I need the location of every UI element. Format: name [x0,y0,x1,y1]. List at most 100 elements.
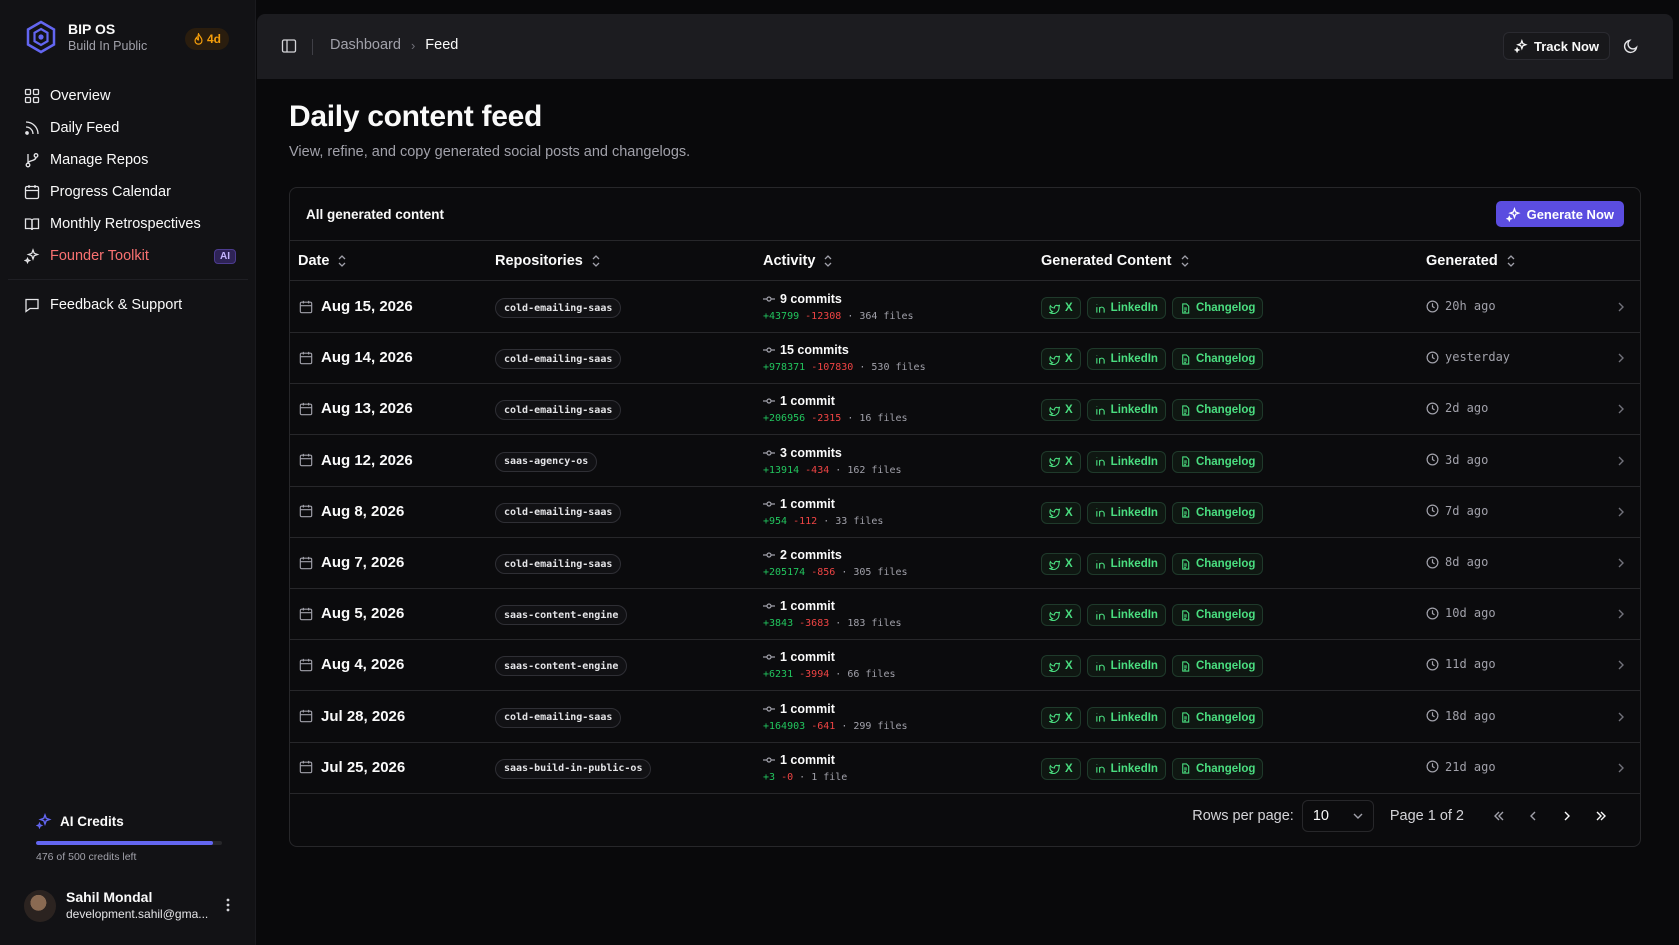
column-label: Generated Content [1041,253,1172,269]
breadcrumb-dashboard[interactable]: Dashboard [330,37,401,53]
column-header-date[interactable]: Date [298,253,347,269]
chevron-right-icon[interactable] [1616,403,1626,415]
last-page-button[interactable] [1584,800,1618,832]
date-text: Aug 15, 2026 [321,298,413,315]
sidebar-item-label: Founder Toolkit [50,248,149,264]
clock-icon [1426,556,1439,568]
generate-now-button[interactable]: Generate Now [1495,201,1624,227]
linkedin-pill[interactable]: LinkedIn [1086,501,1166,524]
linkedin-pill[interactable]: LinkedIn [1086,757,1166,780]
changelog-pill[interactable]: Changelog [1171,501,1264,524]
sidebar-item-founder-toolkit[interactable]: Founder Toolkit AI [16,240,244,272]
x-post-pill[interactable]: X [1041,604,1081,627]
linkedin-pill[interactable]: LinkedIn [1086,706,1166,729]
linkedin-pill[interactable]: LinkedIn [1086,655,1166,678]
repo-badge[interactable]: cold-emailing-saas [495,400,622,421]
repo-badge[interactable]: saas-content-engine [495,605,628,626]
first-page-button[interactable] [1482,800,1516,832]
lines-removed: -107830 [811,362,854,374]
table-row[interactable]: Aug 13, 2026 cold-emailing-saas 1 commit… [290,384,1640,436]
lines-removed: -0 [781,771,794,783]
repo-badge[interactable]: cold-emailing-saas [495,502,622,523]
x-post-pill[interactable]: X [1041,450,1081,473]
date-text: Aug 12, 2026 [321,451,413,469]
linkedin-pill[interactable]: LinkedIn [1086,348,1166,371]
user-profile[interactable]: Sahil Mondal development.sahil@gma... [24,889,236,922]
sort-icon [824,255,832,267]
sidebar-item-daily-feed[interactable]: Daily Feed [16,112,244,144]
moon-icon[interactable] [1623,38,1639,54]
x-post-pill[interactable]: X [1041,501,1081,524]
chevron-right-icon[interactable] [1616,711,1626,723]
table-row[interactable]: Jul 25, 2026 saas-build-in-public-os 1 c… [290,743,1640,794]
x-post-pill[interactable]: X [1041,348,1081,371]
linkedin-pill[interactable]: LinkedIn [1086,604,1166,627]
column-header-activity[interactable]: Activity [763,253,833,269]
changelog-pill[interactable]: Changelog [1171,297,1264,319]
changelog-pill[interactable]: Changelog [1171,604,1264,627]
breadcrumb: Dashboard › Feed [330,37,458,53]
x-post-pill[interactable]: X [1041,757,1081,780]
repo-badge[interactable]: cold-emailing-saas [495,349,622,370]
x-post-pill[interactable]: X [1041,297,1081,319]
chevron-right-icon[interactable] [1616,557,1626,569]
table-row[interactable]: Aug 4, 2026 saas-content-engine 1 commit… [290,640,1640,692]
table-row[interactable]: Aug 7, 2026 cold-emailing-saas 2 commits… [290,538,1640,589]
linkedin-pill[interactable]: LinkedIn [1086,553,1166,575]
sidebar-item-monthly-retrospectives[interactable]: Monthly Retrospectives [16,208,244,240]
table-row[interactable]: Aug 12, 2026 saas-agency-os 3 commits +1… [290,436,1640,487]
changelog-pill[interactable]: Changelog [1171,655,1264,678]
table-row[interactable]: Aug 5, 2026 saas-content-engine 1 commit… [290,589,1640,641]
table-row[interactable]: Jul 28, 2026 cold-emailing-saas 1 commit… [290,692,1640,743]
chevron-right-icon[interactable] [1616,762,1626,774]
repo-badge[interactable]: cold-emailing-saas [495,707,622,728]
sidebar-item-manage-repos[interactable]: Manage Repos [16,144,244,176]
changelog-pill[interactable]: Changelog [1171,348,1264,371]
linkedin-pill[interactable]: LinkedIn [1086,450,1166,473]
next-page-button[interactable] [1550,800,1584,832]
chevron-right-icon[interactable] [1616,352,1626,364]
chevron-right-icon[interactable] [1616,455,1626,467]
more-vertical-icon[interactable] [220,895,236,915]
sidebar-item-overview[interactable]: Overview [16,80,244,112]
x-post-pill[interactable]: X [1041,706,1081,729]
changelog-pill[interactable]: Changelog [1171,706,1264,729]
table-row[interactable]: Aug 8, 2026 cold-emailing-saas 1 commit … [290,487,1640,538]
linkedin-pill[interactable]: LinkedIn [1086,297,1166,319]
x-post-pill[interactable]: X [1041,399,1081,422]
x-post-pill[interactable]: X [1041,655,1081,678]
sidebar-item-progress-calendar[interactable]: Progress Calendar [16,176,244,208]
table-row[interactable]: Aug 15, 2026 cold-emailing-saas 9 commit… [290,282,1640,333]
brand[interactable]: BIP OS Build In Public [24,20,147,54]
rows-per-page-select[interactable]: 10 [1301,800,1374,832]
repo-badge[interactable]: saas-build-in-public-os [495,758,652,779]
column-header-generated[interactable]: Generated [1426,253,1516,269]
x-post-pill[interactable]: X [1041,553,1081,575]
clock-icon [1426,504,1439,517]
previous-page-button[interactable] [1516,800,1550,832]
changelog-pill[interactable]: Changelog [1171,399,1264,422]
column-header-repositories[interactable]: Repositories [495,253,601,269]
generated-content-cell: X LinkedIn Changelog [1041,501,1264,524]
chevron-right-icon[interactable] [1616,301,1626,313]
repo-badge[interactable]: saas-content-engine [495,656,628,677]
repo-badge[interactable]: cold-emailing-saas [495,554,622,574]
track-now-button[interactable]: Track Now [1503,32,1611,60]
changelog-pill[interactable]: Changelog [1171,553,1264,575]
changelog-pill[interactable]: Changelog [1171,757,1264,780]
chevron-right-icon[interactable] [1616,659,1626,671]
changelog-pill[interactable]: Changelog [1171,450,1264,473]
repo-badge[interactable]: cold-emailing-saas [495,298,622,318]
chevron-right-icon[interactable] [1616,608,1626,620]
repo-badge[interactable]: saas-agency-os [495,451,598,472]
activity-cell: 1 commit +6231 -3994 · 66 files [763,649,896,683]
generated-content-cell: X LinkedIn Changelog [1041,348,1264,371]
chevron-right-icon[interactable] [1616,506,1626,518]
table-row[interactable]: Aug 14, 2026 cold-emailing-saas 15 commi… [290,333,1640,385]
linkedin-pill[interactable]: LinkedIn [1086,399,1166,422]
column-header-generated-content[interactable]: Generated Content [1041,253,1190,269]
sidebar-item-feedback-support[interactable]: Feedback & Support [16,289,244,321]
clock-icon [1426,300,1439,312]
sidebar-toggle-icon[interactable] [281,38,297,54]
lines-removed: -12308 [805,311,842,322]
